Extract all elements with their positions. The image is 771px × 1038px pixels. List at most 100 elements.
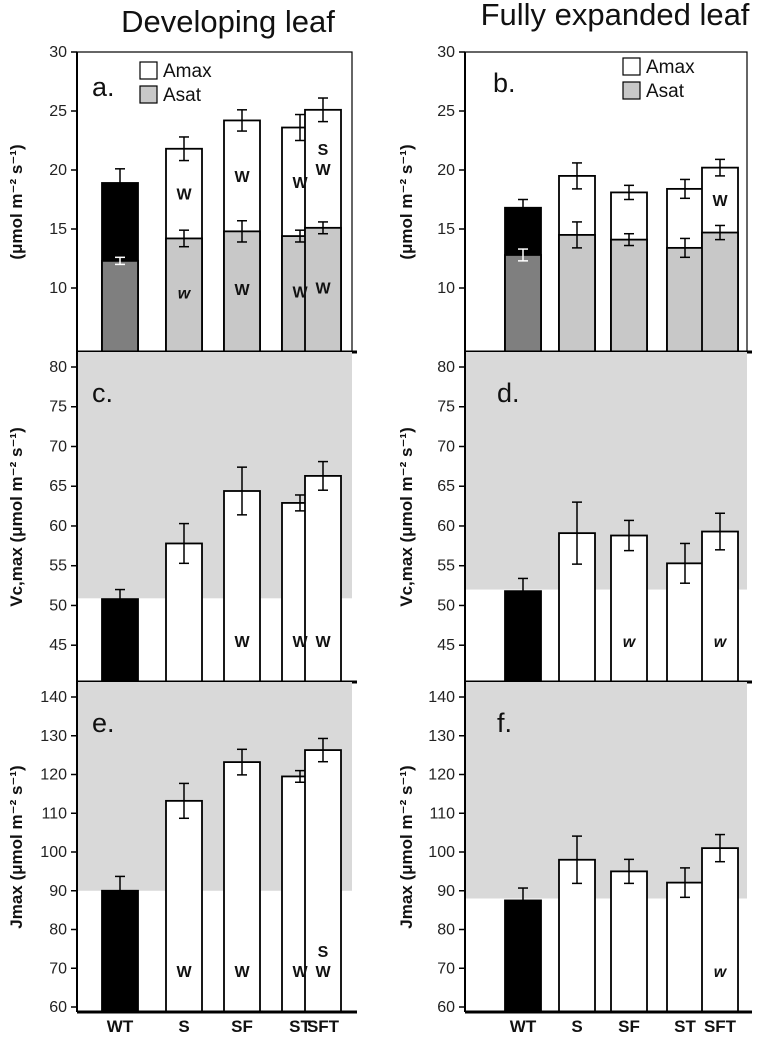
ytick-label-c: 75	[49, 399, 67, 416]
panel-f: 60 70 80 90 100 110 120 130 140 w f. Jmax (μmol m⁻²…	[397, 682, 752, 1036]
ytick-label-e: 100	[40, 844, 67, 861]
bar-asat-b-sf	[610, 238, 648, 353]
bar-c-sft	[304, 474, 342, 683]
bar-asat-b-sft	[701, 231, 739, 353]
ytick-label-c: 55	[49, 558, 67, 575]
bar-asat-b-s	[558, 233, 596, 353]
y-axis-label-d: Vc,max (μmol m⁻² s⁻¹)	[397, 427, 416, 607]
bar-f-sf	[610, 870, 648, 1013]
significance-label: S	[318, 944, 329, 961]
ytick-label-b: 20	[437, 162, 455, 179]
legend-label-amax: Amax	[163, 61, 212, 82]
ytick-label-e: 80	[49, 922, 67, 939]
significance-label: W	[315, 964, 331, 981]
significance-label: w	[178, 286, 192, 303]
significance-label: W	[292, 634, 308, 651]
y-axis-label-a: (μmol m⁻² s⁻¹)	[7, 144, 26, 259]
significance-label: W	[234, 634, 250, 651]
panel-label-a: a.	[92, 72, 115, 102]
bar-e-wt	[101, 889, 139, 1013]
ytick-label-a: 10	[49, 280, 67, 297]
column-title-developing: Developing leaf	[121, 4, 335, 39]
significance-label: W	[292, 285, 308, 302]
ytick-label-e: 140	[40, 689, 67, 706]
significance-label: W	[176, 964, 192, 981]
category-label-sft: SFT	[704, 1017, 737, 1036]
ytick-label-a: 15	[49, 221, 67, 238]
ytick-label-e: 70	[49, 960, 67, 977]
significance-label: W	[234, 964, 250, 981]
category-label-s: S	[178, 1017, 189, 1036]
ytick-label-d: 75	[437, 399, 455, 416]
ytick-label-f: 80	[437, 922, 455, 939]
ytick-label-f: 90	[437, 883, 455, 900]
ytick-label-f: 140	[428, 689, 455, 706]
ytick-label-a: 20	[49, 162, 67, 179]
panel-label-e: e.	[92, 708, 115, 738]
bar-c-wt	[101, 598, 139, 683]
ytick-label-f: 100	[428, 844, 455, 861]
column-title-expanded: Fully expanded leaf	[481, 0, 750, 32]
panel-label-b: b.	[493, 68, 516, 98]
ytick-label-c: 70	[49, 438, 67, 455]
significance-label: W	[315, 162, 331, 179]
ytick-label-e: 110	[41, 805, 67, 822]
y-axis-label-b: (μmol m⁻² s⁻¹)	[397, 144, 416, 259]
category-label-wt: WT	[510, 1017, 537, 1036]
bar-asat-b-st	[666, 246, 704, 353]
ytick-label-e: 90	[49, 883, 67, 900]
category-label-st: ST	[289, 1017, 311, 1036]
significance-label: W	[315, 280, 331, 297]
significance-label: S	[318, 142, 329, 159]
ytick-label-b: 30	[437, 44, 455, 61]
ytick-label-d: 65	[437, 478, 455, 495]
ytick-label-f: 120	[428, 767, 455, 784]
significance-label: W	[292, 175, 308, 192]
ytick-label-f: 70	[437, 960, 455, 977]
ytick-label-b: 10	[437, 280, 455, 297]
legend-label-asat: Asat	[163, 85, 202, 106]
category-label-sf: SF	[618, 1017, 640, 1036]
bar-asat-a-wt	[101, 259, 139, 353]
band-d	[465, 352, 747, 590]
ytick-label-d: 45	[437, 637, 455, 654]
ytick-label-d: 55	[437, 558, 455, 575]
significance-label: W	[234, 169, 250, 186]
ytick-label-d: 50	[437, 597, 455, 614]
ytick-label-f: 110	[429, 805, 455, 822]
panel-b: 10 15 20 25 30 Wb. (μmol m⁻² s⁻¹) Amax Asat	[397, 44, 752, 354]
ytick-label-f: 60	[437, 999, 455, 1016]
bar-d-sft	[701, 530, 739, 683]
ytick-label-b: 25	[437, 103, 455, 120]
ytick-label-b: 15	[437, 221, 455, 238]
significance-label: W	[234, 282, 250, 299]
ytick-label-d: 70	[437, 438, 455, 455]
bar-e-sft	[304, 749, 342, 1013]
legend-swatch-amax	[139, 61, 158, 80]
ytick-label-c: 50	[49, 597, 67, 614]
panel-label-d: d.	[497, 378, 520, 408]
ytick-label-c: 65	[49, 478, 67, 495]
bar-c-sf	[223, 490, 261, 683]
legend-label-asat: Asat	[646, 81, 685, 102]
ytick-label-d: 80	[437, 359, 455, 376]
ytick-label-c: 45	[49, 637, 67, 654]
category-label-st: ST	[674, 1017, 696, 1036]
significance-label: W	[315, 634, 331, 651]
legend-label-amax: Amax	[646, 57, 695, 78]
significance-label: W	[176, 187, 192, 204]
category-label-sf: SF	[231, 1017, 253, 1036]
bar-f-sft	[701, 847, 739, 1013]
category-label-s: S	[571, 1017, 582, 1036]
bar-asat-b-wt	[504, 254, 542, 353]
bar-d-wt	[504, 590, 542, 683]
ytick-label-e: 120	[40, 767, 67, 784]
ytick-label-e: 130	[40, 728, 67, 745]
ytick-label-a: 30	[49, 44, 67, 61]
significance-label: w	[714, 634, 728, 651]
